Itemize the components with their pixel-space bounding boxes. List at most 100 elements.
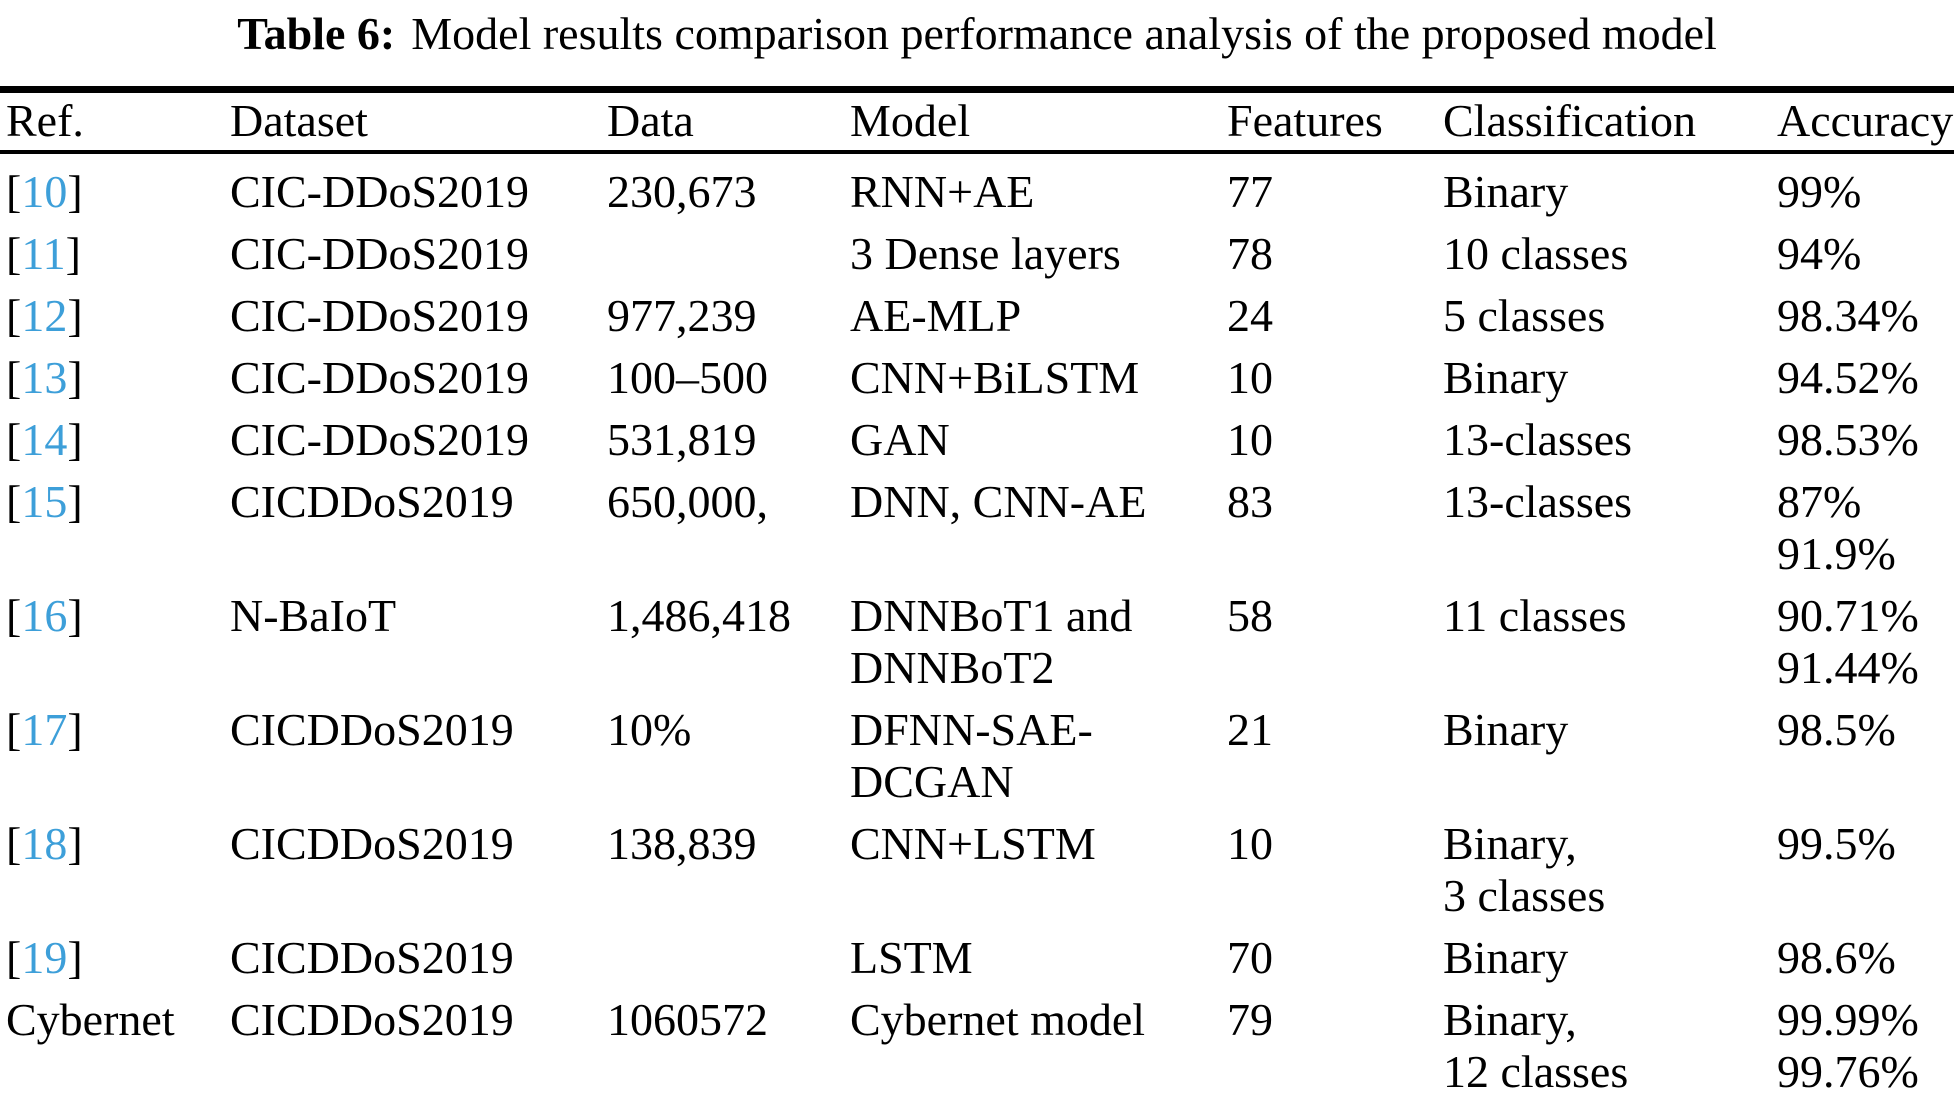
cell-ref: Cybernet [6, 994, 175, 1045]
accuracy-line: 91.44% [1777, 642, 1919, 693]
cell-classification: Binary [1443, 932, 1777, 984]
model-line: CNN+BiLSTM [850, 352, 1140, 403]
reference-link[interactable]: 17 [21, 704, 68, 755]
cell-ref: [11] [6, 228, 230, 280]
cell-model: Cybernet model [850, 994, 1227, 1098]
ref-bracket-close: ] [65, 228, 81, 279]
cell-features: 83 [1227, 476, 1273, 527]
cell-ref: [17] [6, 704, 230, 808]
model-line: DNN, CNN-AE [850, 476, 1147, 527]
cell-features: 10 [1227, 352, 1273, 403]
accuracy-line: 99.5% [1777, 818, 1896, 869]
cell-dataset: CICDDoS2019 [230, 704, 514, 755]
model-line: Cybernet model [850, 994, 1146, 1045]
ref-bracket-open: [ [6, 704, 22, 755]
column-header-classification: Classification [1443, 95, 1696, 146]
reference-link[interactable]: 16 [21, 590, 68, 641]
cell-classification: Binary [1443, 704, 1777, 808]
cell-model: CNN+BiLSTM [850, 352, 1227, 404]
ref-bracket-close: ] [67, 166, 83, 217]
cell-data: 10% [607, 704, 692, 755]
table-row: [19] CICDDoS2019 LSTM 70 Binary 98.6% [0, 932, 1954, 984]
cell-data: 230,673 [607, 166, 757, 217]
table-caption-label: Table 6: [237, 8, 396, 59]
table-row: [14] CIC-DDoS2019 531,819 GAN 10 13-clas… [0, 414, 1954, 466]
ref-bracket-open: [ [6, 590, 22, 641]
ref-bracket-close: ] [67, 476, 83, 527]
reference-link[interactable]: 18 [21, 818, 68, 869]
cell-accuracy: 99.5% [1777, 818, 1954, 922]
cell-dataset: CIC-DDoS2019 [230, 166, 530, 217]
cell-data: 531,819 [607, 414, 757, 465]
cell-model: CNN+LSTM [850, 818, 1227, 922]
ref-bracket-close: ] [67, 590, 83, 641]
cell-accuracy: 98.6% [1777, 932, 1954, 984]
ref-bracket-open: [ [6, 476, 22, 527]
cell-model: DNN, CNN-AE [850, 476, 1227, 580]
cell-classification: 13-classes [1443, 414, 1777, 466]
cell-classification: 11 classes [1443, 590, 1777, 694]
ref-bracket-open: [ [6, 932, 22, 983]
accuracy-line: 98.53% [1777, 414, 1919, 465]
cell-features: 24 [1227, 290, 1273, 341]
accuracy-line: 98.34% [1777, 290, 1919, 341]
reference-link[interactable]: 19 [21, 932, 68, 983]
ref-bracket-open: [ [6, 166, 22, 217]
accuracy-line: 94% [1777, 228, 1862, 279]
cell-data: 977,239 [607, 290, 757, 341]
cell-classification: 13-classes [1443, 476, 1777, 580]
accuracy-line: 87% [1777, 476, 1862, 527]
model-line: GAN [850, 414, 950, 465]
reference-link[interactable]: 11 [21, 228, 66, 279]
model-line: DNNBoT2 [850, 642, 1055, 693]
cell-ref: [14] [6, 414, 230, 466]
cell-model: RNN+AE [850, 166, 1227, 218]
cell-dataset: N-BaIoT [230, 590, 397, 641]
reference-link[interactable]: 13 [21, 352, 68, 403]
accuracy-line: 91.9% [1777, 528, 1896, 579]
reference-link[interactable]: 10 [21, 166, 68, 217]
accuracy-line: 90.71% [1777, 590, 1919, 641]
cell-data: 650,000, [607, 476, 768, 527]
classification-line: Binary [1443, 166, 1569, 217]
accuracy-line: 99% [1777, 166, 1862, 217]
reference-link[interactable]: 12 [21, 290, 68, 341]
table-row: [17] CICDDoS2019 10% DFNN-SAE- DCGAN 21 B… [0, 704, 1954, 808]
cell-features: 21 [1227, 704, 1273, 755]
cell-model: AE-MLP [850, 290, 1227, 342]
accuracy-line: 99.76% [1777, 1046, 1919, 1097]
accuracy-line: 98.5% [1777, 704, 1896, 755]
cell-features: 77 [1227, 166, 1273, 217]
reference-link[interactable]: 15 [21, 476, 68, 527]
cell-accuracy: 87% 91.9% [1777, 476, 1954, 580]
table-row: [18] CICDDoS2019 138,839 CNN+LSTM 10 Bin… [0, 818, 1954, 922]
cell-model: 3 Dense layers [850, 228, 1227, 280]
cell-dataset: CIC-DDoS2019 [230, 352, 530, 403]
cell-data: 138,839 [607, 818, 757, 869]
table-row: [10] CIC-DDoS2019 230,673 RNN+AE 77 Bina… [0, 166, 1954, 218]
cell-dataset: CICDDoS2019 [230, 818, 514, 869]
cell-data: 1060572 [607, 994, 768, 1045]
cell-classification: 5 classes [1443, 290, 1777, 342]
cell-ref: [15] [6, 476, 230, 580]
column-header-features: Features [1227, 95, 1383, 146]
cell-features: 79 [1227, 994, 1273, 1045]
classification-line: Binary, [1443, 818, 1577, 869]
cell-accuracy: 94% [1777, 228, 1954, 280]
cell-accuracy: 98.5% [1777, 704, 1954, 808]
table-caption-text: Model results comparison performance ana… [411, 8, 1717, 59]
cell-features: 78 [1227, 228, 1273, 279]
cell-accuracy: 99% [1777, 166, 1954, 218]
ref-bracket-close: ] [67, 414, 83, 465]
ref-bracket-open: [ [6, 818, 22, 869]
model-line: CNN+LSTM [850, 818, 1096, 869]
cell-features: 10 [1227, 818, 1273, 869]
cell-dataset: CICDDoS2019 [230, 476, 514, 527]
column-header-data: Data [607, 95, 694, 146]
cell-classification: Binary [1443, 352, 1777, 404]
cell-accuracy: 99.99% 99.76% [1777, 994, 1954, 1098]
column-header-accuracy: Accuracy [1777, 95, 1954, 146]
accuracy-line: 99.99% [1777, 994, 1919, 1045]
reference-link[interactable]: 14 [21, 414, 68, 465]
